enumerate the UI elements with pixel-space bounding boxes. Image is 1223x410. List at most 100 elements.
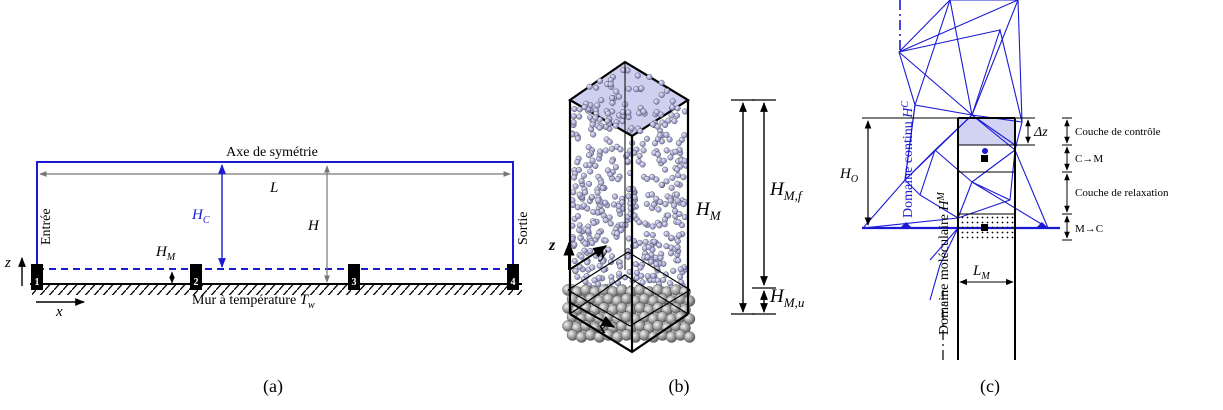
- atom: [637, 264, 644, 271]
- hmu-label: HM,u: [769, 286, 805, 310]
- atom: [668, 234, 675, 241]
- atom: [585, 144, 592, 151]
- marker-block-3: 3: [348, 264, 360, 290]
- hc-label: HC: [191, 207, 210, 226]
- atom: [607, 220, 614, 227]
- z-label: z: [4, 255, 11, 271]
- atom: [667, 197, 674, 204]
- atom: [663, 230, 670, 237]
- atom: [592, 114, 599, 121]
- atom: [618, 227, 625, 234]
- atom: [570, 113, 577, 120]
- atom: [671, 118, 678, 125]
- atom: [575, 213, 582, 220]
- atom: [675, 219, 682, 226]
- atom: [586, 152, 593, 159]
- atom: [571, 105, 578, 112]
- atom: [676, 210, 683, 217]
- c2m-point: [981, 155, 988, 162]
- m2c-point: [981, 224, 988, 231]
- box-top-face: [567, 60, 691, 138]
- atom: [676, 232, 683, 239]
- atom: [662, 121, 669, 128]
- atom: [675, 172, 682, 179]
- b-y-axis-arrow: [568, 245, 608, 271]
- atom: [624, 158, 631, 165]
- continuum-domain-label: Domaine continu HC: [900, 101, 916, 218]
- atom: [581, 247, 588, 254]
- atom: [570, 201, 577, 208]
- atom: [604, 117, 611, 124]
- atom: [644, 273, 651, 280]
- atom: [645, 244, 652, 251]
- ho-label: HO: [839, 166, 858, 185]
- atom: [674, 238, 681, 245]
- symmetry-axis-label: Axe de symétrie: [226, 145, 318, 160]
- atom: [683, 331, 696, 343]
- atom: [671, 202, 678, 209]
- atom: [649, 223, 656, 230]
- atom: [668, 250, 675, 257]
- x-label: x: [55, 304, 63, 320]
- atom: [625, 85, 632, 92]
- atom: [662, 201, 669, 208]
- atom: [612, 193, 619, 200]
- hm-label: HM: [155, 244, 176, 263]
- atom: [677, 273, 684, 280]
- atom: [606, 138, 613, 145]
- boundary-triangle-right: [1036, 222, 1048, 228]
- atom: [585, 227, 592, 234]
- atom: [674, 197, 681, 204]
- atom: [570, 189, 577, 196]
- atom: [658, 91, 665, 98]
- atom: [674, 105, 681, 112]
- atom: [594, 102, 601, 109]
- atom: [663, 178, 670, 185]
- caption-c: (c): [980, 376, 1000, 397]
- atom: [674, 112, 681, 119]
- atom: [675, 257, 682, 264]
- atom: [677, 266, 684, 273]
- atom: [615, 176, 622, 183]
- atom: [657, 254, 664, 261]
- atom: [575, 166, 582, 173]
- atom: [598, 207, 605, 214]
- atom: [609, 94, 616, 101]
- atom: [584, 259, 591, 266]
- atom: [587, 247, 594, 254]
- atom: [680, 201, 687, 208]
- atom: [608, 145, 615, 152]
- atom: [607, 81, 614, 88]
- molecular-domain-label: Domaine moléculaire HM: [936, 191, 952, 335]
- height-label: H: [307, 218, 320, 234]
- atom: [580, 202, 587, 209]
- atom: [590, 220, 597, 227]
- atom: [642, 238, 649, 245]
- atom: [613, 88, 620, 95]
- atom: [602, 237, 609, 244]
- atom: [640, 147, 647, 154]
- atom: [660, 157, 667, 164]
- atom: [600, 258, 607, 265]
- atom: [576, 113, 583, 120]
- dz-label: Δz: [1033, 125, 1048, 140]
- atom: [656, 132, 663, 139]
- atom: [625, 235, 632, 242]
- atom: [663, 131, 670, 138]
- atom: [667, 154, 674, 161]
- marker-block-4: 4: [507, 264, 519, 290]
- control-cell-shade: [958, 118, 1015, 145]
- atom: [674, 191, 681, 198]
- svg-text:3: 3: [352, 277, 357, 288]
- atom: [653, 261, 660, 268]
- box-edges: [567, 62, 691, 354]
- atom: [628, 125, 635, 132]
- caption-a: (a): [263, 376, 283, 397]
- atom: [602, 217, 609, 224]
- atom: [666, 136, 673, 143]
- atom: [651, 238, 658, 245]
- atom: [661, 221, 668, 228]
- atom: [571, 174, 578, 181]
- b-z-label: z: [548, 237, 556, 254]
- atom: [624, 151, 631, 158]
